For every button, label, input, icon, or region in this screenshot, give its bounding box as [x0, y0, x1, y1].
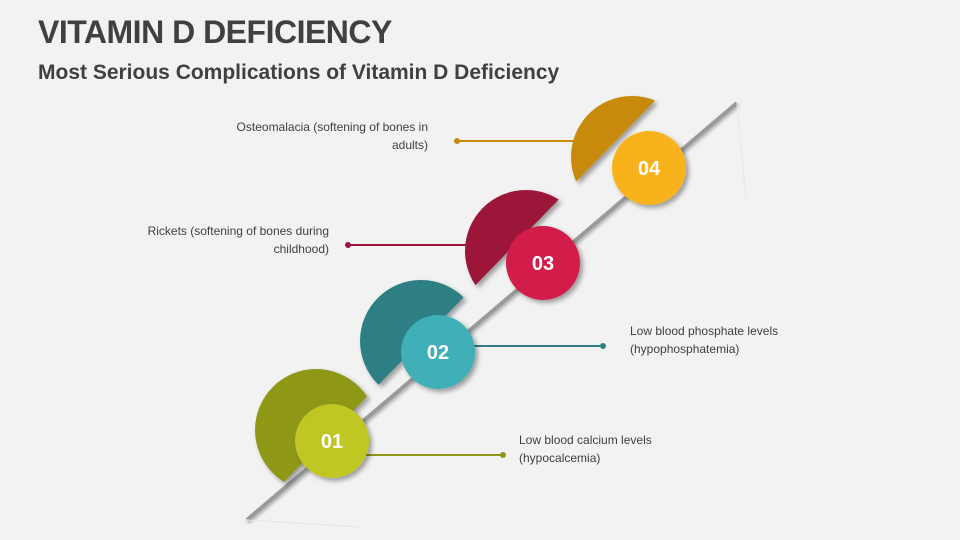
page-title: VITAMIN D DEFICIENCY — [38, 14, 392, 50]
diagonal-reflection-right — [736, 102, 747, 201]
number-circle-03 — [506, 226, 580, 300]
step-label-02-line2: (hypophosphatemia) — [630, 342, 740, 356]
step-number-01: 01 — [321, 431, 343, 453]
number-circle-01 — [295, 404, 369, 478]
number-circle-04 — [612, 131, 686, 205]
step-number-02: 02 — [427, 342, 449, 364]
step-label-03: Rickets (softening of bones during child… — [69, 222, 329, 258]
step-04: 04 — [454, 96, 693, 218]
step-label-02-line1: Low blood phosphate levels — [630, 324, 779, 338]
connector-dot-02 — [600, 343, 606, 349]
step-label-03-line2: childhood) — [273, 242, 329, 256]
step-label-01-line1: Low blood calcium levels — [519, 433, 652, 447]
step-label-04-line1: Osteomalacia (softening of bones in — [236, 120, 428, 134]
connector-dot-03 — [345, 242, 351, 248]
step-03: 03 — [345, 190, 587, 312]
step-number-04: 04 — [638, 158, 661, 180]
step-01: 01 — [255, 369, 506, 491]
step-number-03: 03 — [532, 253, 554, 275]
step-label-04: Osteomalacia (softening of bones in adul… — [168, 118, 428, 154]
connector-dot-04 — [454, 138, 460, 144]
number-circle-02 — [401, 315, 475, 389]
step-label-02: Low blood phosphate levels (hypophosphat… — [630, 322, 890, 358]
diagonal-reflection-bottom — [246, 519, 361, 528]
step-label-03-line1: Rickets (softening of bones during — [147, 224, 329, 238]
step-label-01-line2: (hypocalcemia) — [519, 451, 601, 465]
step-label-01: Low blood calcium levels (hypocalcemia) — [519, 431, 779, 467]
step-02: 02 — [360, 280, 606, 402]
page-subtitle: Most Serious Complications of Vitamin D … — [38, 61, 560, 84]
step-label-04-line2: adults) — [391, 138, 428, 152]
connector-dot-01 — [500, 452, 506, 458]
